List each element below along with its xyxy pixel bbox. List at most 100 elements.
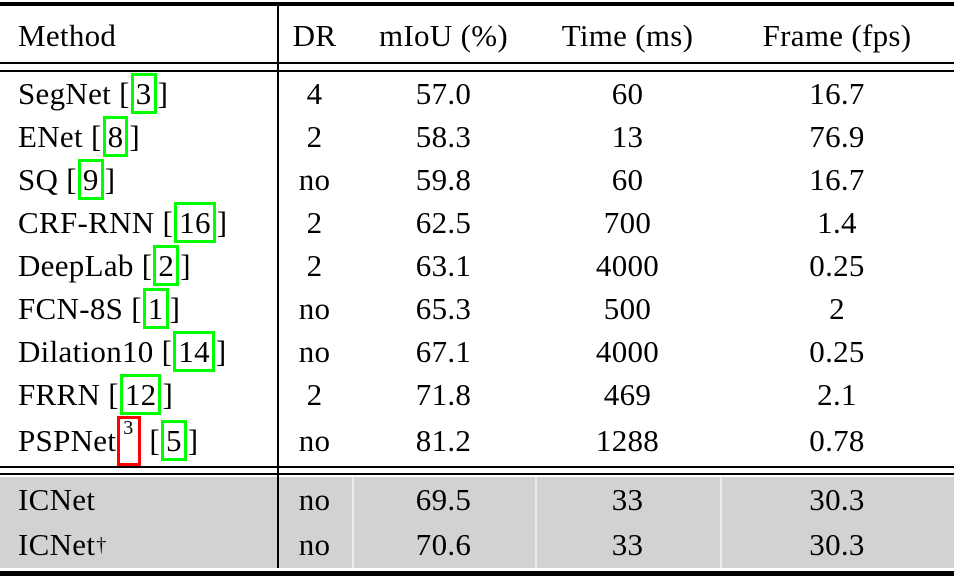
column-divider-rule — [277, 6, 279, 568]
cell-time: 60 — [611, 75, 644, 111]
citation: [5] — [141, 420, 198, 461]
cell-time: 469 — [603, 376, 652, 412]
table-row: PSPNet 3 [5] no 81.2 1288 0.78 — [0, 416, 954, 466]
col-header-frame: Frame (fps) — [762, 18, 912, 53]
method-name: FCN-8S — [18, 290, 124, 326]
citation-link-box[interactable]: 9 — [77, 158, 104, 200]
cell-method: SegNet [3] — [0, 72, 277, 115]
cell-time: 4000 — [595, 247, 660, 283]
method-name: DeepLab — [18, 247, 134, 283]
cell-frame: 2.1 — [817, 376, 857, 412]
cell-method: ICNet — [0, 477, 277, 523]
cell-miou: 71.8 — [415, 376, 472, 412]
citation: [14] — [154, 330, 227, 372]
cell-miou: 81.2 — [415, 423, 472, 458]
method-name: ICNet — [18, 527, 96, 563]
citation: [1] — [123, 287, 180, 329]
cell-dr: 2 — [306, 247, 323, 283]
footnote-link-box[interactable]: 3 — [117, 416, 142, 466]
cell-method: FRRN [12] — [0, 373, 277, 416]
col-header-method: Method — [18, 18, 117, 53]
method-name: Dilation10 — [18, 333, 154, 369]
citation-link-box[interactable]: 16 — [174, 201, 216, 243]
table-row: SQ [9] no 59.8 60 16.7 — [0, 158, 954, 201]
cell-time: 500 — [603, 290, 652, 326]
col-header-miou: mIoU (%) — [379, 18, 508, 53]
cell-miou: 67.1 — [415, 333, 472, 369]
citation-link-box[interactable]: 5 — [160, 420, 187, 461]
table-row: ENet [8] 2 58.3 13 76.9 — [0, 115, 954, 158]
cell-frame: 0.25 — [809, 333, 865, 369]
cell-miou: 69.5 — [352, 477, 535, 523]
cell-time: 1288 — [595, 423, 660, 458]
citation-link-box[interactable]: 14 — [173, 330, 215, 372]
table-row: FRRN [12] 2 71.8 469 2.1 — [0, 373, 954, 416]
col-header-time: Time (ms) — [561, 18, 694, 53]
table-row: DeepLab [2] 2 63.1 4000 0.25 — [0, 244, 954, 287]
top-rule — [0, 2, 954, 6]
citation: [12] — [100, 373, 173, 415]
citation: [16] — [154, 201, 227, 243]
cell-dr: no — [298, 290, 331, 326]
table-row: FCN-8S [1] no 65.3 500 2 — [0, 287, 954, 330]
citation-link-box[interactable]: 3 — [130, 72, 157, 114]
cell-frame: 30.3 — [720, 523, 954, 569]
cell-dr: no — [298, 423, 331, 458]
section-rule-lower — [0, 473, 954, 475]
method-name: ENet — [18, 118, 83, 154]
cell-frame: 0.78 — [809, 423, 865, 458]
table-body: SegNet [3] 4 57.0 60 16.7 ENet [8] 2 58.3 13 76.9… — [0, 72, 954, 466]
method-name: PSPNet — [18, 423, 117, 458]
table-row: ICNet no 69.5 33 30.3 — [0, 477, 954, 523]
citation: [3] — [111, 72, 168, 114]
table-row: SegNet [3] 4 57.0 60 16.7 — [0, 72, 954, 115]
cell-dr: no — [298, 527, 331, 563]
cell-method: Dilation10 [14] — [0, 330, 277, 373]
cell-method: ENet [8] — [0, 115, 277, 158]
cell-dr: 2 — [306, 118, 323, 154]
method-name: SQ — [18, 161, 59, 197]
method-superscript: † — [96, 533, 107, 556]
header-rule-upper — [0, 62, 954, 64]
cell-frame: 16.7 — [809, 75, 865, 111]
table-row: ICNet † no 70.6 33 30.3 — [0, 523, 954, 569]
method-name: SegNet — [18, 75, 112, 111]
citation: [8] — [83, 115, 140, 157]
cell-time: 33 — [535, 477, 720, 523]
table-header: Method DR mIoU (%) Time (ms) Frame (fps) — [0, 10, 954, 62]
cell-frame: 76.9 — [809, 118, 865, 154]
method-name: CRF-RNN — [18, 204, 155, 240]
cell-miou: 62.5 — [415, 204, 472, 240]
cell-miou: 63.1 — [415, 247, 472, 283]
citation-link-box[interactable]: 8 — [102, 115, 129, 157]
citation-link-box[interactable]: 12 — [119, 373, 162, 415]
cell-method: PSPNet 3 [5] — [0, 416, 277, 466]
cell-time: 700 — [603, 204, 652, 240]
cell-time: 33 — [535, 523, 720, 569]
citation-link-box[interactable]: 2 — [153, 244, 180, 286]
cell-time: 4000 — [595, 333, 660, 369]
cell-method: DeepLab [2] — [0, 244, 277, 287]
col-header-dr: DR — [292, 18, 337, 53]
cell-miou: 65.3 — [415, 290, 472, 326]
header-rule-lower — [0, 70, 954, 72]
cell-dr: 4 — [306, 75, 323, 111]
cell-dr: 2 — [306, 204, 323, 240]
cell-frame: 1.4 — [817, 204, 857, 240]
cell-method: SQ [9] — [0, 158, 277, 201]
cell-miou: 59.8 — [415, 161, 472, 197]
citation: [2] — [134, 244, 191, 286]
cell-method: CRF-RNN [16] — [0, 201, 277, 244]
method-name: FRRN — [18, 376, 101, 412]
table-row: Dilation10 [14] no 67.1 4000 0.25 — [0, 330, 954, 373]
cell-frame: 0.25 — [809, 247, 865, 283]
cell-frame: 2 — [829, 290, 845, 326]
cell-time: 13 — [611, 118, 644, 154]
section-rule-upper — [0, 466, 954, 468]
cell-method: ICNet † — [0, 523, 277, 569]
cell-time: 60 — [611, 161, 644, 197]
cell-frame: 30.3 — [720, 477, 954, 523]
cell-dr: no — [298, 333, 331, 369]
citation-link-box[interactable]: 1 — [142, 287, 169, 329]
cell-miou: 58.3 — [415, 118, 472, 154]
